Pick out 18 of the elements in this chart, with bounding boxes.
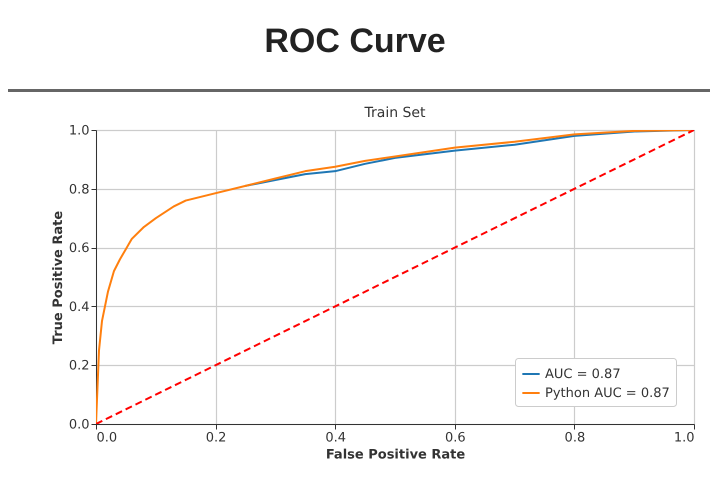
x-axis-title: False Positive Rate: [326, 448, 466, 462]
y-tick-label: 0.0: [68, 418, 90, 432]
y-tick-label: 0.2: [68, 358, 90, 374]
y-tick-label: 0.8: [68, 182, 90, 198]
legend-label: Python AUC = 0.87: [545, 386, 670, 401]
y-tick-label: 0.4: [68, 300, 90, 315]
chart-subtitle: Train Set: [363, 105, 426, 121]
x-tick-label: 0.4: [325, 430, 346, 446]
y-axis-title: True Positive Rate: [50, 210, 66, 344]
x-tick-label: 0.0: [96, 430, 118, 446]
x-tick-label: 0.6: [444, 430, 466, 446]
x-tick-label: 0.8: [564, 430, 586, 446]
legend-label: AUC = 0.87: [545, 367, 621, 382]
y-tick-label: 1.0: [68, 124, 90, 138]
chart-title: ROC Curve: [263, 22, 447, 61]
y-tick-label: 0.6: [68, 241, 90, 256]
x-tick-label: 0.2: [206, 430, 226, 446]
x-tick-label: 1.0: [674, 430, 694, 446]
